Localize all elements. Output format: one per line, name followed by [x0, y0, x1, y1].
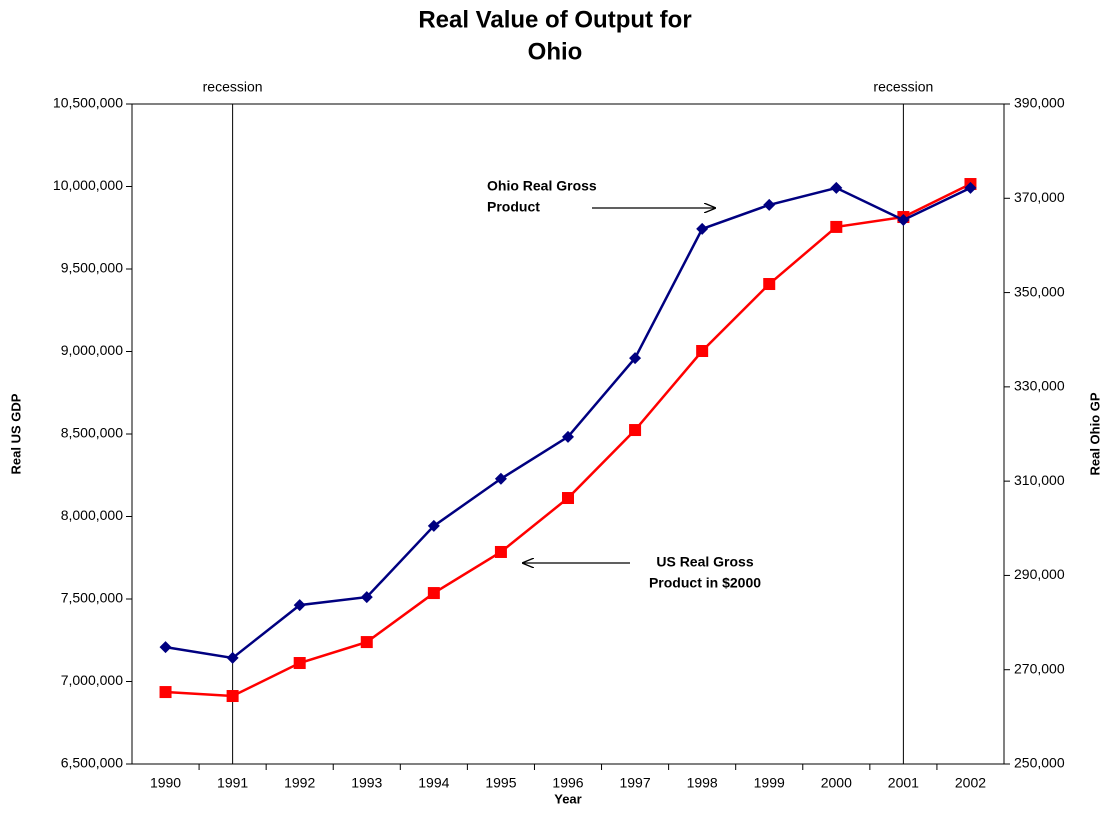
- y-tick-label: 8,500,000: [61, 425, 123, 441]
- marker: [897, 213, 910, 226]
- y2-tick-label: 270,000: [1014, 660, 1065, 676]
- y2-tick-label: 390,000: [1014, 95, 1065, 111]
- y2-tick-label: 290,000: [1014, 566, 1065, 582]
- series-line: [165, 186, 972, 660]
- y-axis-label: Real US GDP: [8, 393, 23, 474]
- marker: [427, 587, 440, 600]
- marker: [427, 519, 440, 532]
- marker: [696, 345, 709, 358]
- chart-title: Real Value of Output for: [418, 6, 691, 33]
- y-tick-label: 10,000,000: [53, 177, 123, 193]
- marker: [494, 545, 507, 558]
- x-tick-label: 1999: [754, 775, 785, 791]
- x-tick-label: 1992: [284, 775, 315, 791]
- x-tick-label: 1994: [418, 775, 449, 791]
- y-tick-label: 8,000,000: [61, 507, 123, 523]
- marker: [629, 424, 642, 437]
- y2-tick-label: 330,000: [1014, 378, 1065, 394]
- marker: [159, 686, 172, 699]
- marker: [964, 181, 977, 194]
- x-tick-label: 1998: [687, 775, 718, 791]
- recession-label: recession: [203, 79, 263, 95]
- marker: [226, 690, 239, 703]
- y-tick-label: 7,000,000: [61, 672, 123, 688]
- marker: [696, 222, 709, 235]
- marker: [226, 651, 239, 664]
- annotation: Product: [487, 199, 540, 215]
- y-tick-label: 7,500,000: [61, 590, 123, 606]
- marker: [494, 472, 507, 485]
- y-tick-label: 10,500,000: [53, 95, 123, 111]
- y2-axis-label: Real Ohio GP: [1087, 392, 1102, 475]
- annotation: Product in $2000: [649, 575, 761, 591]
- marker: [763, 198, 776, 211]
- annotation: US Real Gross: [656, 554, 753, 570]
- y2-tick-label: 350,000: [1014, 283, 1065, 299]
- x-tick-label: 1995: [485, 775, 516, 791]
- marker: [360, 636, 373, 649]
- marker: [159, 641, 172, 654]
- marker: [293, 599, 306, 612]
- marker: [629, 352, 642, 365]
- x-tick-label: 2000: [821, 775, 852, 791]
- x-tick-label: 2002: [955, 775, 986, 791]
- marker: [830, 220, 843, 233]
- x-tick-label: 1993: [351, 775, 382, 791]
- marker: [293, 657, 306, 670]
- y2-tick-label: 250,000: [1014, 755, 1065, 771]
- y2-tick-label: 370,000: [1014, 189, 1065, 205]
- y2-tick-label: 310,000: [1014, 472, 1065, 488]
- y-tick-label: 6,500,000: [61, 755, 123, 771]
- x-tick-label: 1991: [217, 775, 248, 791]
- marker: [562, 492, 574, 505]
- x-tick-label: 2001: [888, 775, 919, 791]
- recession-label: recession: [873, 79, 933, 95]
- marker: [763, 278, 776, 291]
- x-tick-label: 1997: [619, 775, 650, 791]
- marker: [562, 430, 574, 443]
- y-tick-label: 9,500,000: [61, 260, 123, 276]
- y-tick-label: 9,000,000: [61, 342, 123, 358]
- x-tick-label: 1996: [552, 775, 583, 791]
- annotation: Ohio Real Gross: [487, 178, 597, 194]
- chart-title: Ohio: [528, 38, 583, 65]
- x-tick-label: 1990: [150, 775, 181, 791]
- x-axis-label: Year: [554, 791, 581, 806]
- marker: [830, 181, 843, 194]
- marker: [360, 591, 373, 604]
